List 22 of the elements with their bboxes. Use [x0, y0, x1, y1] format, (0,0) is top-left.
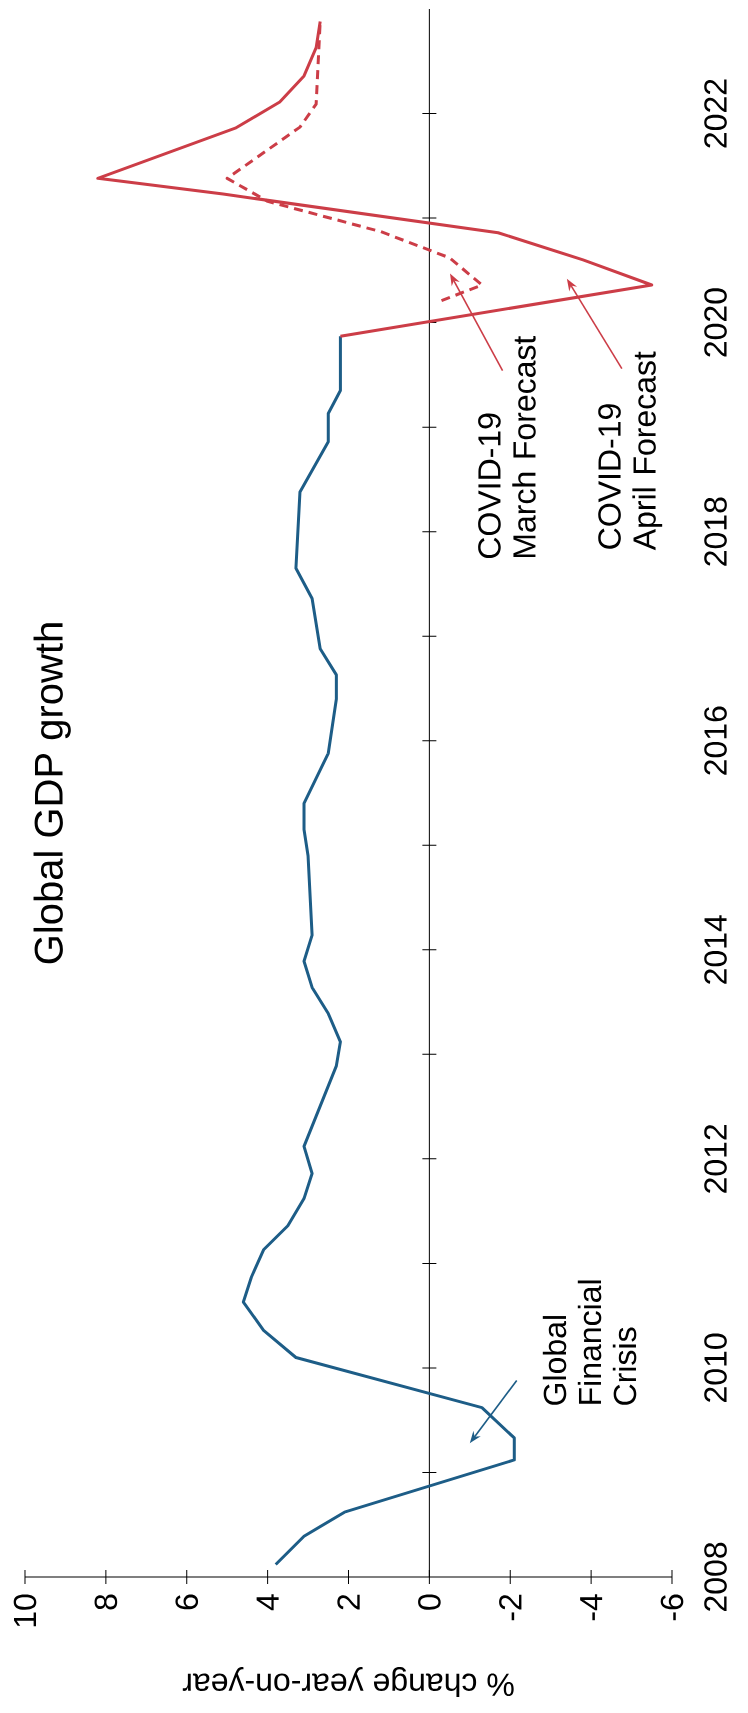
annotation: COVID-19 April Forecast	[598, 351, 663, 551]
y-tick-label: 2012	[704, 1124, 727, 1193]
x-tick-label: -2	[499, 1594, 522, 1621]
x-tick-label: 0	[418, 1594, 441, 1610]
x-tick-label: 10	[13, 1594, 37, 1627]
y-tick-label: 2016	[704, 706, 727, 775]
y-tick-label: 2014	[704, 915, 727, 984]
x-tick-label: 6	[175, 1594, 199, 1610]
x-tick-label: 4	[256, 1594, 279, 1611]
annotation: Global Financial Crisis	[542, 1280, 637, 1405]
y-tick-label: 2020	[704, 288, 727, 357]
x-tick-label: -4	[580, 1594, 603, 1621]
x-tick-label: 8	[94, 1594, 118, 1610]
x-tick-label: -6	[660, 1594, 684, 1621]
x-tick-label: 2	[337, 1594, 360, 1610]
y-tick-label: 2022	[704, 79, 727, 148]
y-tick-label: 2008	[704, 1542, 727, 1611]
text: Global GDP growth	[33, 623, 71, 964]
y-tick-label: 2018	[704, 497, 727, 566]
annotation: COVID-19 March Forecast	[478, 335, 536, 559]
x-axis-title: % change year-on-year	[182, 1667, 514, 1697]
y-tick-label: 2010	[704, 1333, 727, 1402]
